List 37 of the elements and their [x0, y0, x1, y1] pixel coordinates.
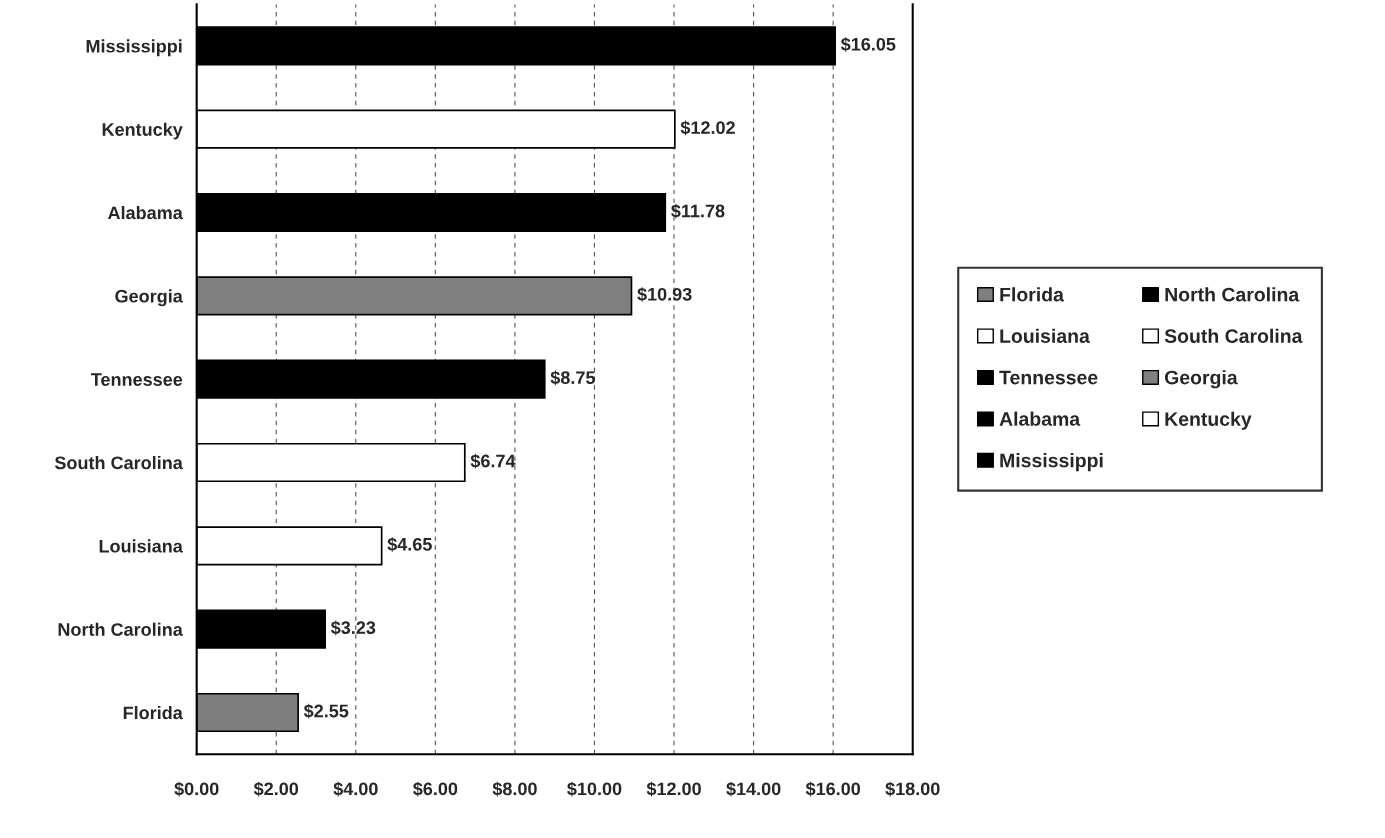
x-tick-label: $18.00 [885, 781, 940, 797]
legend-label: Mississippi [1000, 453, 1103, 472]
x-tick-label: $4.00 [333, 781, 378, 797]
legend-label: South Carolina [1164, 328, 1303, 343]
data-label: $16.05 [840, 37, 896, 52]
y-tick-label: Alabama [107, 205, 183, 220]
legend-label: Kentucky [1165, 411, 1252, 430]
data-label: $2.55 [303, 703, 349, 719]
x-tick-label: $0.00 [174, 781, 219, 797]
y-tick-label: Mississippi [86, 39, 182, 57]
data-label: $3.23 [330, 620, 376, 636]
legend-label: Georgia [1164, 370, 1238, 389]
x-tick-label: $6.00 [413, 781, 458, 797]
y-tick-label: North Carolina [58, 622, 183, 636]
legend-label: Florida [1000, 287, 1065, 302]
x-tick-label: $2.00 [253, 781, 299, 797]
data-label: $8.75 [550, 370, 595, 386]
data-label: $10.93 [637, 287, 692, 302]
y-tick-label: Florida [123, 705, 183, 720]
legend-label: North Carolina [1165, 287, 1300, 302]
x-tick-label: $10.00 [567, 781, 622, 797]
data-label: $12.02 [680, 120, 735, 136]
y-tick-label: South Carolina [54, 455, 183, 470]
legend-label: Alabama [999, 411, 1081, 426]
data-label: $4.65 [387, 537, 432, 552]
x-tick-label: $16.00 [805, 781, 861, 797]
y-tick-label: Tennessee [90, 373, 183, 386]
x-tick-label: $12.00 [646, 781, 701, 797]
legend-label: Tennessee [999, 370, 1098, 385]
legend-label: Louisiana [1000, 328, 1090, 343]
data-label: $6.74 [470, 453, 516, 469]
x-tick-label: $8.00 [492, 781, 537, 797]
y-tick-label: Kentucky [102, 122, 183, 140]
y-tick-label: Louisiana [99, 539, 183, 553]
y-tick-label: Georgia [115, 289, 183, 307]
x-tick-label: $14.00 [726, 781, 781, 797]
data-label: $11.78 [671, 203, 725, 219]
